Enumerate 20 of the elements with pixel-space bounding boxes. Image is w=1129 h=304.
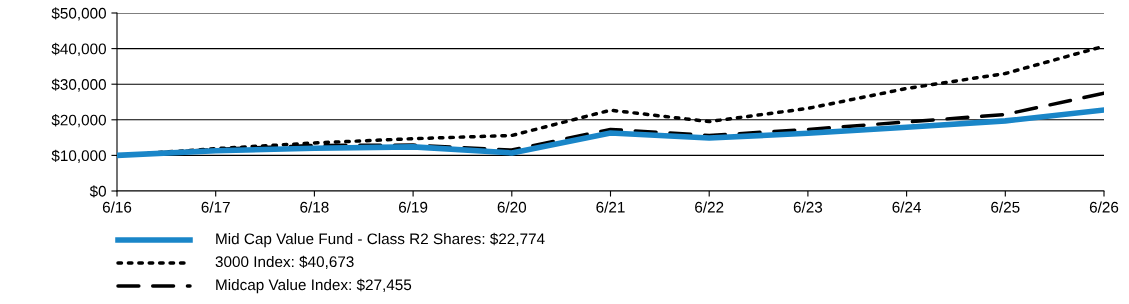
x-tick-label: 6/18 [300, 201, 329, 213]
y-tick-label: $30,000 [51, 78, 106, 92]
x-tick-label: 6/22 [695, 201, 724, 213]
y-tick-label: $20,000 [51, 114, 106, 128]
y-tick-label: $40,000 [51, 42, 106, 57]
legend-label: 3000 Index: $40,673 [215, 255, 354, 269]
x-tick-label: 6/23 [793, 201, 823, 213]
x-tick-label: 6/17 [201, 201, 230, 213]
legend-label: Mid Cap Value Fund - Class R2 Shares: $22,774 [216, 232, 545, 248]
y-tick-label: $0 [89, 185, 106, 198]
x-tick-label: 6/24 [892, 201, 922, 213]
x-tick-label: 6/19 [399, 201, 428, 213]
y-tick-label: $50,000 [51, 7, 106, 21]
x-tick-label: 6/21 [596, 201, 625, 213]
legend-label: Midcap Value Index: $27,455 [216, 278, 412, 294]
x-tick-label: 6/25 [991, 201, 1020, 213]
x-tick-label: 6/20 [497, 201, 527, 213]
x-tick-label: 6/16 [102, 201, 132, 213]
x-tick-label: 6/26 [1089, 201, 1119, 213]
y-tick-label: $10,000 [51, 149, 106, 163]
